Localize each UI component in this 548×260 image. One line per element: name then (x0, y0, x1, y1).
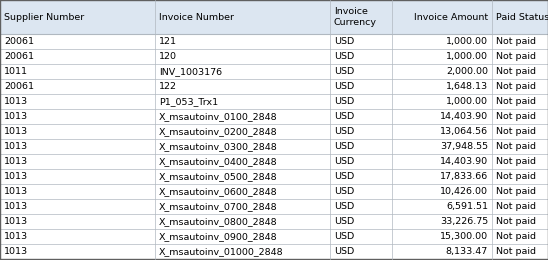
Text: Not paid: Not paid (496, 127, 536, 136)
Text: 8,133.47: 8,133.47 (446, 247, 488, 256)
Text: X_msautoinv_0500_2848: X_msautoinv_0500_2848 (159, 172, 278, 181)
Bar (0, 109, 548, 124)
Bar (0, 154, 548, 169)
Text: 37,948.55: 37,948.55 (440, 142, 488, 151)
Bar (0, 94, 548, 109)
Text: Paid Status: Paid Status (496, 12, 548, 22)
Text: USD: USD (334, 157, 354, 166)
Text: USD: USD (334, 247, 354, 256)
Text: 1013: 1013 (4, 217, 28, 226)
Text: 1,000.00: 1,000.00 (446, 52, 488, 61)
Text: Invoice
Currency: Invoice Currency (334, 7, 377, 27)
Text: X_msautoinv_0900_2848: X_msautoinv_0900_2848 (159, 232, 278, 241)
Text: X_msautoinv_0200_2848: X_msautoinv_0200_2848 (159, 127, 278, 136)
Bar (0, 214, 548, 229)
Bar (0, 79, 548, 94)
Text: USD: USD (334, 52, 354, 61)
Text: Not paid: Not paid (496, 157, 536, 166)
Text: X_msautoinv_0400_2848: X_msautoinv_0400_2848 (159, 157, 278, 166)
Text: Not paid: Not paid (496, 82, 536, 91)
Text: X_msautoinv_0100_2848: X_msautoinv_0100_2848 (159, 112, 278, 121)
Text: USD: USD (334, 172, 354, 181)
Text: USD: USD (334, 202, 354, 211)
Text: Supplier Number: Supplier Number (4, 12, 84, 22)
Text: P1_053_Trx1: P1_053_Trx1 (159, 97, 218, 106)
Text: Not paid: Not paid (496, 172, 536, 181)
Bar (0, 199, 548, 214)
Text: USD: USD (334, 217, 354, 226)
Text: Not paid: Not paid (496, 37, 536, 46)
Text: 121: 121 (159, 37, 177, 46)
Text: 20061: 20061 (4, 52, 34, 61)
Text: 14,403.90: 14,403.90 (440, 157, 488, 166)
Text: Not paid: Not paid (496, 112, 536, 121)
Text: USD: USD (334, 142, 354, 151)
Bar (0, 124, 548, 139)
Text: 20061: 20061 (4, 82, 34, 91)
Text: 1013: 1013 (4, 202, 28, 211)
Bar (0, 244, 548, 259)
Text: 2,000.00: 2,000.00 (446, 67, 488, 76)
Bar (0, 0, 548, 34)
Text: 1013: 1013 (4, 232, 28, 241)
Text: Not paid: Not paid (496, 97, 536, 106)
Text: 33,226.75: 33,226.75 (439, 217, 488, 226)
Text: Not paid: Not paid (496, 247, 536, 256)
Bar (0, 139, 548, 154)
Text: 1013: 1013 (4, 172, 28, 181)
Text: 10,426.00: 10,426.00 (440, 187, 488, 196)
Text: X_msautoinv_0600_2848: X_msautoinv_0600_2848 (159, 187, 278, 196)
Text: 1013: 1013 (4, 187, 28, 196)
Text: 122: 122 (159, 82, 177, 91)
Text: USD: USD (334, 127, 354, 136)
Text: 120: 120 (159, 52, 177, 61)
Text: USD: USD (334, 232, 354, 241)
Bar (0, 64, 548, 79)
Text: X_msautoinv_01000_2848: X_msautoinv_01000_2848 (159, 247, 284, 256)
Text: 1,000.00: 1,000.00 (446, 97, 488, 106)
Text: Not paid: Not paid (496, 142, 536, 151)
Text: 1013: 1013 (4, 112, 28, 121)
Text: Not paid: Not paid (496, 52, 536, 61)
Text: Invoice Number: Invoice Number (159, 12, 234, 22)
Text: 1013: 1013 (4, 247, 28, 256)
Text: 1,648.13: 1,648.13 (446, 82, 488, 91)
Text: Not paid: Not paid (496, 202, 536, 211)
Bar (0, 184, 548, 199)
Text: 1013: 1013 (4, 157, 28, 166)
Text: USD: USD (334, 82, 354, 91)
Text: Not paid: Not paid (496, 217, 536, 226)
Text: USD: USD (334, 97, 354, 106)
Text: Not paid: Not paid (496, 67, 536, 76)
Text: 1,000.00: 1,000.00 (446, 37, 488, 46)
Text: USD: USD (334, 67, 354, 76)
Text: 13,064.56: 13,064.56 (440, 127, 488, 136)
Text: 17,833.66: 17,833.66 (439, 172, 488, 181)
Text: X_msautoinv_0700_2848: X_msautoinv_0700_2848 (159, 202, 278, 211)
Text: 1013: 1013 (4, 142, 28, 151)
Bar (0, 169, 548, 184)
Text: Invoice Amount: Invoice Amount (414, 12, 488, 22)
Text: USD: USD (334, 187, 354, 196)
Text: Not paid: Not paid (496, 187, 536, 196)
Text: Not paid: Not paid (496, 232, 536, 241)
Bar (0, 229, 548, 244)
Text: 6,591.51: 6,591.51 (446, 202, 488, 211)
Bar (0, 34, 548, 49)
Text: 1011: 1011 (4, 67, 28, 76)
Text: 20061: 20061 (4, 37, 34, 46)
Text: 1013: 1013 (4, 127, 28, 136)
Text: USD: USD (334, 37, 354, 46)
Text: X_msautoinv_0800_2848: X_msautoinv_0800_2848 (159, 217, 278, 226)
Text: INV_1003176: INV_1003176 (159, 67, 222, 76)
Bar (0, 49, 548, 64)
Text: 14,403.90: 14,403.90 (440, 112, 488, 121)
Text: USD: USD (334, 112, 354, 121)
Text: 15,300.00: 15,300.00 (440, 232, 488, 241)
Text: 1013: 1013 (4, 97, 28, 106)
Text: X_msautoinv_0300_2848: X_msautoinv_0300_2848 (159, 142, 278, 151)
